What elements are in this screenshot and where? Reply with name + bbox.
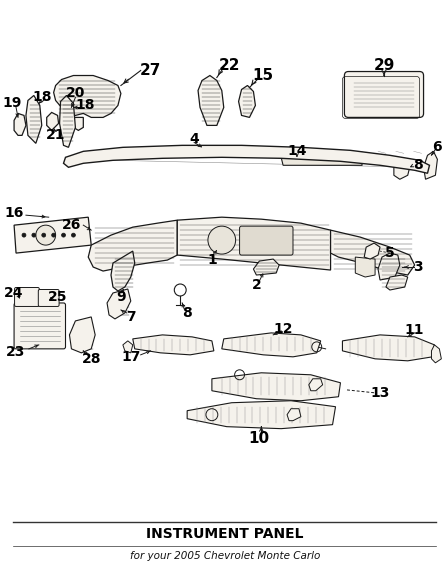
Text: 16: 16 xyxy=(4,206,24,220)
Text: 13: 13 xyxy=(370,386,390,400)
Polygon shape xyxy=(187,401,335,428)
Text: 9: 9 xyxy=(116,290,126,304)
Text: 21: 21 xyxy=(46,128,66,143)
Circle shape xyxy=(71,233,75,237)
Polygon shape xyxy=(330,230,415,275)
Circle shape xyxy=(36,225,56,245)
Text: 23: 23 xyxy=(6,345,26,359)
FancyBboxPatch shape xyxy=(344,71,424,117)
Text: 18: 18 xyxy=(75,98,95,113)
Polygon shape xyxy=(177,217,330,270)
Polygon shape xyxy=(63,145,429,173)
FancyBboxPatch shape xyxy=(14,303,66,349)
Text: 5: 5 xyxy=(385,246,395,260)
Polygon shape xyxy=(198,75,224,125)
Polygon shape xyxy=(394,162,410,179)
Polygon shape xyxy=(281,158,362,165)
Polygon shape xyxy=(70,317,95,353)
Circle shape xyxy=(42,233,46,237)
Text: 7: 7 xyxy=(126,310,136,324)
Polygon shape xyxy=(133,335,214,355)
Polygon shape xyxy=(14,113,26,135)
Circle shape xyxy=(62,233,66,237)
Text: INSTRUMENT PANEL: INSTRUMENT PANEL xyxy=(146,527,303,542)
Polygon shape xyxy=(343,335,434,361)
Text: 18: 18 xyxy=(32,90,52,105)
Text: 6: 6 xyxy=(433,140,442,154)
Text: 20: 20 xyxy=(66,86,85,101)
Text: 4: 4 xyxy=(189,132,199,147)
Text: 8: 8 xyxy=(182,306,192,320)
Polygon shape xyxy=(14,217,91,253)
Text: 26: 26 xyxy=(62,218,81,232)
Polygon shape xyxy=(431,345,442,363)
Text: 27: 27 xyxy=(140,63,161,78)
Text: 8: 8 xyxy=(413,158,422,172)
Polygon shape xyxy=(309,379,322,391)
Polygon shape xyxy=(364,243,380,259)
Polygon shape xyxy=(287,409,301,421)
Polygon shape xyxy=(54,75,121,117)
Text: 19: 19 xyxy=(2,97,22,110)
Circle shape xyxy=(208,226,235,254)
Text: 10: 10 xyxy=(249,431,270,446)
Polygon shape xyxy=(123,341,133,353)
FancyBboxPatch shape xyxy=(240,226,293,255)
Polygon shape xyxy=(212,373,340,401)
Text: 24: 24 xyxy=(4,286,24,300)
Polygon shape xyxy=(107,289,131,319)
Polygon shape xyxy=(47,113,58,131)
Text: 15: 15 xyxy=(253,68,274,83)
Text: 2: 2 xyxy=(252,278,261,292)
Polygon shape xyxy=(60,95,75,147)
Text: 1: 1 xyxy=(207,253,217,267)
FancyBboxPatch shape xyxy=(38,289,59,306)
Text: 12: 12 xyxy=(273,322,293,336)
Polygon shape xyxy=(355,257,375,277)
Circle shape xyxy=(52,233,56,237)
Polygon shape xyxy=(88,220,177,271)
FancyBboxPatch shape xyxy=(15,288,39,306)
Text: 17: 17 xyxy=(121,350,140,364)
Circle shape xyxy=(22,233,26,237)
Polygon shape xyxy=(239,86,256,117)
Text: 25: 25 xyxy=(48,290,67,304)
Text: 22: 22 xyxy=(219,58,240,73)
Polygon shape xyxy=(378,253,400,280)
Polygon shape xyxy=(222,333,321,357)
Polygon shape xyxy=(26,95,42,143)
Circle shape xyxy=(32,233,36,237)
Polygon shape xyxy=(253,259,279,275)
Text: 3: 3 xyxy=(413,260,422,274)
Text: 11: 11 xyxy=(405,323,425,337)
Text: 29: 29 xyxy=(373,58,395,73)
Text: 28: 28 xyxy=(82,352,101,366)
Polygon shape xyxy=(386,275,408,290)
Polygon shape xyxy=(111,251,135,291)
Polygon shape xyxy=(424,151,438,179)
Text: for your 2005 Chevrolet Monte Carlo: for your 2005 Chevrolet Monte Carlo xyxy=(129,551,320,561)
Polygon shape xyxy=(69,117,83,131)
Text: 14: 14 xyxy=(287,144,307,158)
